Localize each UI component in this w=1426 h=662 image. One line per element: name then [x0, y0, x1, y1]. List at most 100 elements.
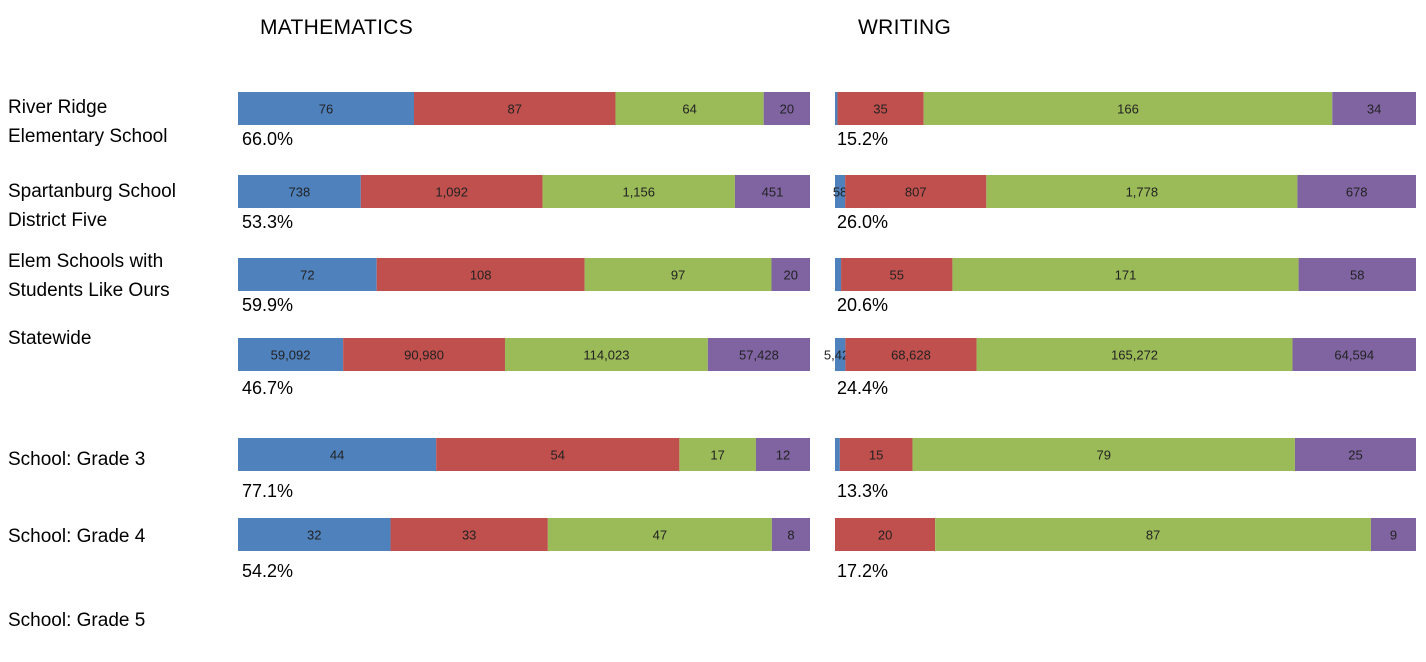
- math-segment-label: 1,156: [622, 185, 655, 200]
- writing-percent-label: 15.2%: [837, 129, 888, 149]
- writing-bar-segment: [841, 258, 953, 291]
- writing-bar-segment: [976, 338, 1293, 371]
- math-percent-label: 59.9%: [242, 295, 293, 315]
- math-segment-label: 20: [784, 268, 798, 283]
- writing-segment-label: 58: [1350, 268, 1364, 283]
- row-label-statewide: Statewide: [8, 324, 238, 353]
- writing-bar-segment: [835, 338, 846, 371]
- math-bar-segment: [755, 438, 810, 471]
- writing-percent-label: 24.4%: [837, 378, 888, 398]
- writing-segment-label: 166: [1117, 102, 1139, 117]
- row-label-grade-3: School: Grade 3: [8, 445, 238, 474]
- math-bar-segment: [504, 338, 708, 371]
- row-label-grade-4: School: Grade 4: [8, 522, 238, 551]
- writing-bar-segment: [845, 338, 977, 371]
- math-segment-label: 108: [470, 268, 492, 283]
- writing-bar-segment: [1370, 518, 1416, 551]
- writing-percent-label: 20.6%: [837, 295, 888, 315]
- writing-segment-label: 807: [905, 185, 927, 200]
- math-segment-label: 59,092: [271, 348, 311, 363]
- row-label-line: Elementary School: [8, 126, 168, 147]
- math-segment-label: 97: [671, 268, 685, 283]
- row-label-river-ridge: River Ridge Elementary School: [8, 93, 238, 151]
- math-bar-segment: [584, 258, 772, 291]
- math-bar-segment: [763, 92, 810, 125]
- math-segment-label: 451: [762, 185, 784, 200]
- math-bar-segment: [771, 258, 810, 291]
- math-bar-segment: [542, 175, 735, 208]
- writing-bar-segment: [839, 438, 913, 471]
- writing-bar-segment: [835, 175, 846, 208]
- writing-bar-segment: [1294, 438, 1416, 471]
- row-label-line: Statewide: [8, 328, 92, 349]
- writing-bar-segment: [1298, 258, 1416, 291]
- math-bar-segment: [707, 338, 810, 371]
- writing-bar-segment: [935, 518, 1371, 551]
- writing-percent-label: 26.0%: [837, 212, 888, 232]
- writing-bar-segment: [1332, 92, 1416, 125]
- writing-bar-segment: [835, 518, 936, 551]
- row-label-line: District Five: [8, 210, 108, 231]
- writing-segment-label: 34: [1367, 102, 1381, 117]
- row-label-line: School: Grade 4: [8, 526, 146, 547]
- writing-segment-label: 35: [873, 102, 887, 117]
- writing-bar-segment: [835, 258, 842, 291]
- math-bar-segment: [238, 438, 437, 471]
- row-label-line: School: Grade 3: [8, 449, 146, 470]
- math-segment-label: 90,980: [404, 348, 444, 363]
- math-percent-label: 66.0%: [242, 129, 293, 149]
- writing-percent-label: 13.3%: [837, 481, 888, 501]
- row-label-line: River Ridge: [8, 97, 108, 118]
- math-segment-label: 64: [682, 102, 696, 117]
- writing-bar-segment: [952, 258, 1299, 291]
- math-percent-label: 53.3%: [242, 212, 293, 232]
- math-bar-segment: [360, 175, 543, 208]
- math-percent-label: 54.2%: [242, 561, 293, 581]
- math-percent-label: 77.1%: [242, 481, 293, 501]
- math-bar-segment: [390, 518, 548, 551]
- writing-segment-label: 87: [1146, 528, 1160, 543]
- math-segment-label: 54: [551, 448, 565, 463]
- writing-segment-label: 678: [1346, 185, 1368, 200]
- math-segment-label: 12: [776, 448, 790, 463]
- math-segment-label: 57,428: [739, 348, 779, 363]
- math-segment-label: 44: [330, 448, 344, 463]
- writing-bar-segment: [835, 92, 838, 125]
- writing-bar-segment: [986, 175, 1298, 208]
- writing-segment-label: 171: [1115, 268, 1137, 283]
- writing-bar-segment: [845, 175, 987, 208]
- writing-bar-segment: [1297, 175, 1416, 208]
- math-segment-label: 8: [787, 528, 794, 543]
- row-label-district: Spartanburg School District Five: [8, 177, 238, 235]
- math-bar-segment: [547, 518, 772, 551]
- math-bar-segment: [343, 338, 505, 371]
- math-bar-segment: [238, 92, 414, 125]
- writing-segment-label: 68,628: [891, 348, 931, 363]
- writing-segment-label: 64,594: [1334, 348, 1374, 363]
- writing-segment-label: 1,778: [1126, 185, 1159, 200]
- math-bar-segment: [414, 92, 616, 125]
- row-label-line: Students Like Ours: [8, 280, 170, 301]
- math-segment-label: 32: [307, 528, 321, 543]
- writing-panel-title: WRITING: [858, 16, 952, 39]
- writing-bar-segment: [837, 92, 924, 125]
- writing-segment-label: 20: [878, 528, 892, 543]
- math-bar-segment: [771, 518, 810, 551]
- writing-segment-label: 79: [1096, 448, 1110, 463]
- math-bar-segment: [679, 438, 756, 471]
- math-segment-label: 87: [508, 102, 522, 117]
- math-segment-label: 33: [462, 528, 476, 543]
- math-segment-label: 20: [780, 102, 794, 117]
- writing-percent-label: 17.2%: [837, 561, 888, 581]
- row-label-line: School: Grade 5: [8, 610, 146, 631]
- writing-segment-label: 58: [833, 185, 847, 200]
- writing-segment-label: 25: [1348, 448, 1362, 463]
- math-segment-label: 76: [319, 102, 333, 117]
- writing-bar-segment: [912, 438, 1295, 471]
- row-label-line: Spartanburg School: [8, 181, 176, 202]
- writing-segment-label: 9: [1390, 528, 1397, 543]
- math-bar-segment: [238, 518, 391, 551]
- math-segment-label: 47: [653, 528, 667, 543]
- row-label-similar-schools: Elem Schools with Students Like Ours: [8, 247, 238, 305]
